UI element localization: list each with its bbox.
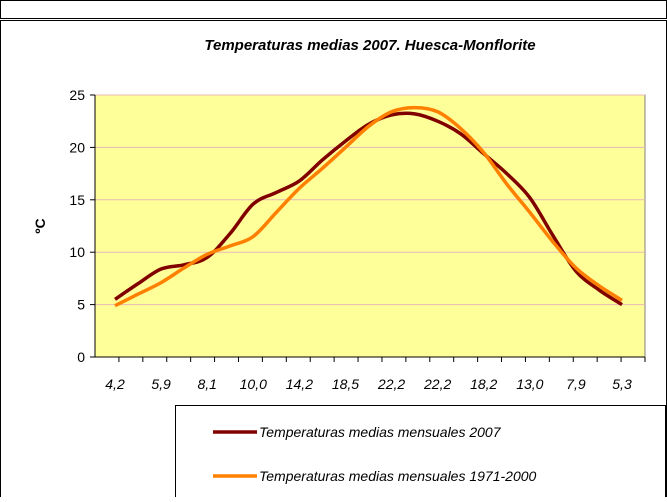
x-tick-label: 4,2 bbox=[105, 376, 125, 392]
x-tick-label: 14,2 bbox=[286, 376, 313, 392]
x-tick-label: 18,5 bbox=[332, 376, 359, 392]
legend bbox=[175, 405, 666, 502]
legend-label: Temperaturas medias mensuales 1971-2000 bbox=[259, 468, 537, 484]
y-axis-label: ºC bbox=[32, 218, 48, 233]
chart-title: Temperaturas medias 2007. Huesca-Monflor… bbox=[204, 37, 535, 54]
plot-area bbox=[94, 94, 646, 358]
x-tick-label: 10,0 bbox=[240, 376, 267, 392]
x-tick-label: 22,2 bbox=[423, 376, 451, 392]
y-tick-label: 10 bbox=[69, 244, 85, 260]
y-tick-label: 20 bbox=[69, 139, 85, 155]
legend-label: Temperaturas medias mensuales 2007 bbox=[259, 424, 502, 440]
x-tick-label: 5,3 bbox=[612, 376, 632, 392]
top-strip bbox=[0, 0, 667, 19]
y-tick-label: 0 bbox=[77, 349, 85, 365]
x-tick-label: 8,1 bbox=[197, 376, 216, 392]
x-tick-label: 5,9 bbox=[151, 376, 171, 392]
x-tick-label: 13,0 bbox=[516, 376, 543, 392]
x-tick-label: 7,9 bbox=[566, 376, 586, 392]
y-tick-label: 15 bbox=[69, 192, 85, 208]
x-tick-label: 18,2 bbox=[470, 376, 497, 392]
x-tick-label: 22,2 bbox=[377, 376, 405, 392]
series-line bbox=[114, 105, 623, 308]
y-tick-label: 25 bbox=[69, 87, 85, 103]
y-tick-label: 5 bbox=[77, 297, 85, 313]
